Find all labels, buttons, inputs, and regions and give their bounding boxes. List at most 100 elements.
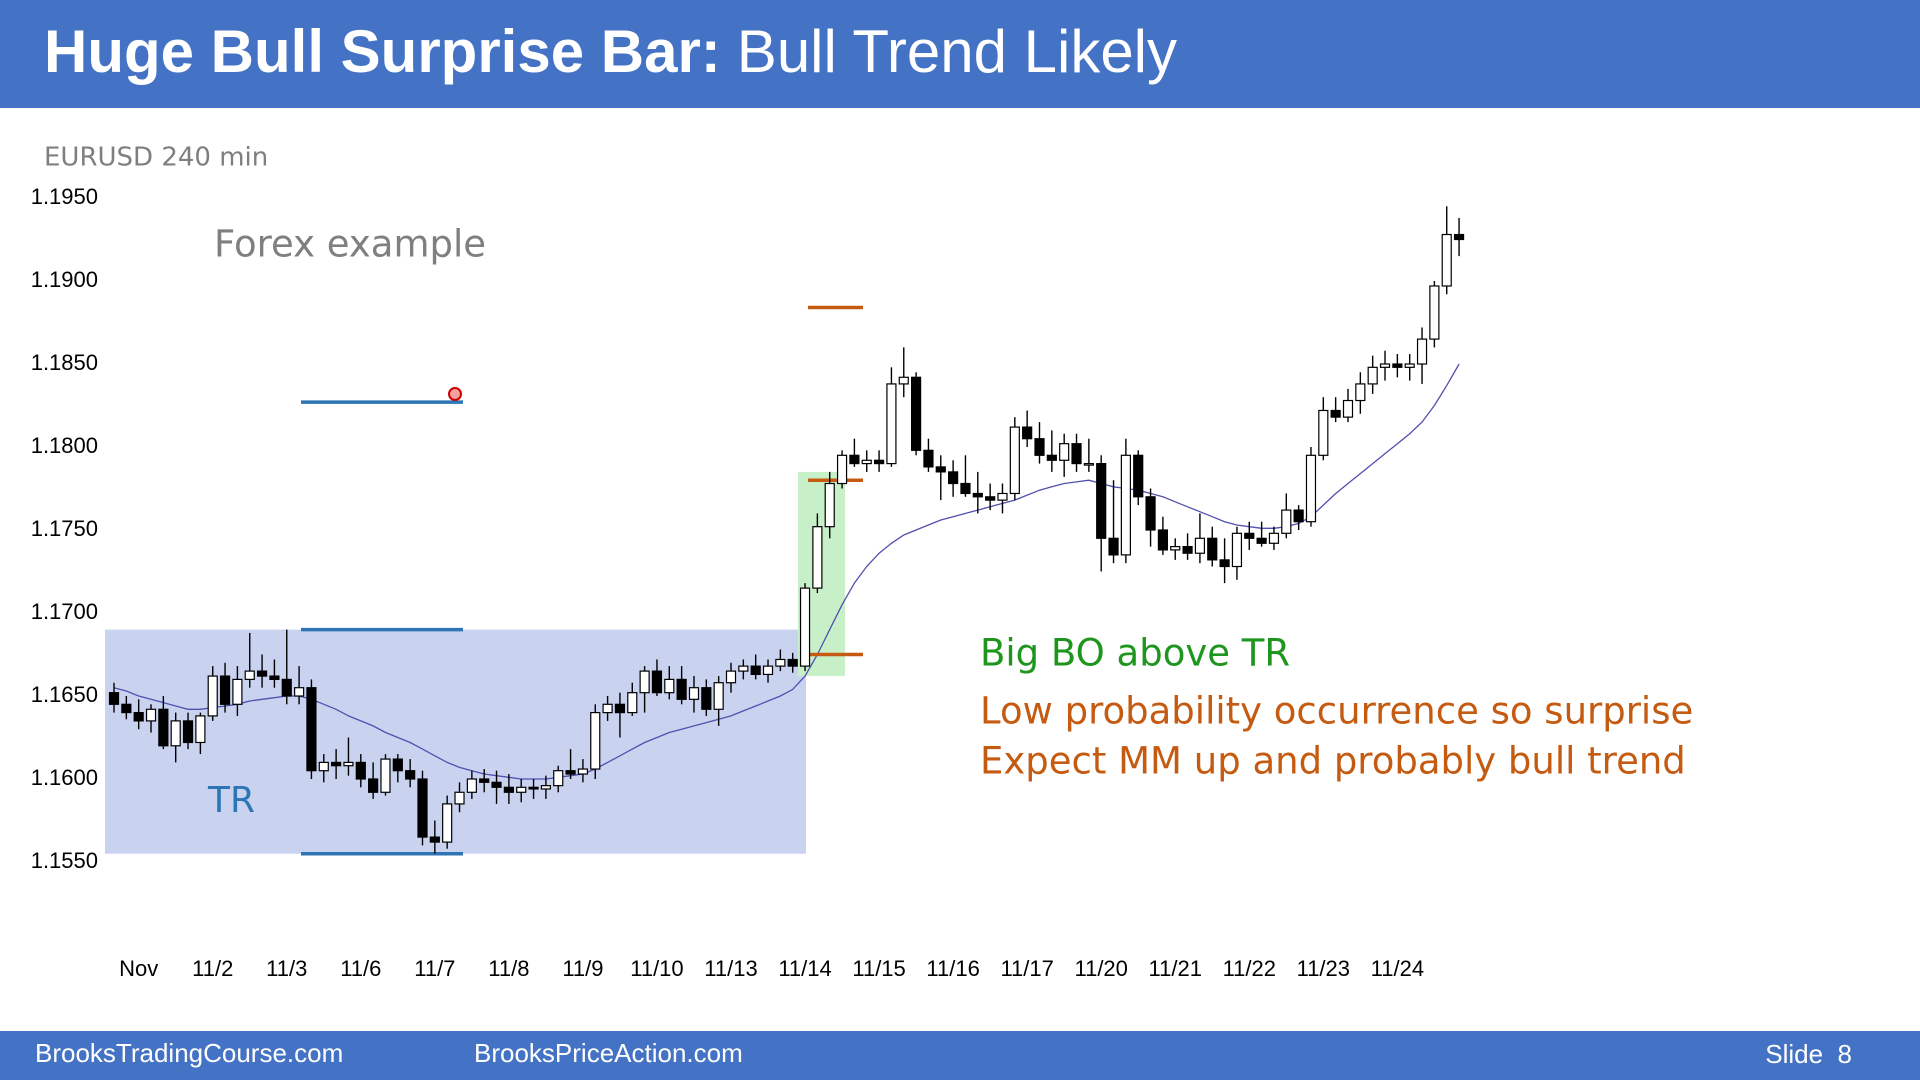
x-tick-label: 11/20: [1074, 956, 1127, 981]
candle-body: [898, 376, 909, 385]
x-tick-label: Nov: [119, 956, 158, 981]
candle-body: [1244, 532, 1255, 539]
y-tick-label: 1.1800: [31, 433, 98, 458]
cursor-dot: [448, 387, 462, 401]
candle-body: [972, 492, 983, 498]
candle-body: [1281, 509, 1292, 534]
y-tick-label: 1.1650: [31, 682, 98, 707]
candle-body: [195, 715, 206, 744]
x-tick-label: 11/14: [778, 956, 831, 981]
candle-body: [405, 770, 416, 780]
candle-body: [1256, 537, 1267, 544]
x-tick-label: 11/23: [1297, 956, 1350, 981]
candle-body: [1194, 537, 1206, 554]
candle-body: [910, 376, 922, 451]
candle-body: [429, 836, 440, 843]
candle-body: [1133, 454, 1144, 498]
candle-body: [836, 454, 848, 485]
candle-body: [775, 658, 786, 667]
x-tick-label: 11/17: [1000, 956, 1053, 981]
y-tick-label: 1.1900: [31, 267, 98, 292]
x-tick-label: 11/13: [704, 956, 757, 981]
candle-body: [540, 785, 552, 790]
candle-body: [1231, 532, 1243, 568]
candle-body: [182, 720, 194, 744]
candle-body: [701, 687, 712, 710]
chart-subtitle: EURUSD 240 min: [44, 143, 268, 173]
candle-body: [219, 675, 231, 705]
annotation: Low probability occurrence so surprise: [980, 690, 1693, 733]
candle-body: [849, 454, 860, 465]
candle-body: [861, 459, 872, 465]
slide-title: Huge Bull Surprise Bar: Bull Trend Likely: [44, 18, 1177, 85]
candle-body: [1268, 532, 1280, 544]
footer-left: BrooksTradingCourse.com: [35, 1038, 343, 1068]
candle-body: [1318, 409, 1329, 456]
candle-body: [750, 665, 761, 676]
candle-body: [651, 670, 663, 694]
footer-middle: BrooksPriceAction.com: [474, 1038, 743, 1068]
candle-body: [491, 781, 502, 788]
y-tick-label: 1.1550: [31, 848, 98, 873]
candle-body: [985, 496, 996, 501]
candle-body: [108, 692, 120, 705]
candle-body: [676, 678, 687, 700]
candle-body: [1219, 559, 1230, 568]
x-tick-label: 11/22: [1223, 956, 1276, 981]
title-rest: Bull Trend Likely: [737, 18, 1177, 85]
candle-body: [392, 758, 403, 772]
candle-body: [553, 770, 564, 787]
moving-average: [113, 363, 1460, 780]
candle-body: [1429, 285, 1440, 340]
candle-body: [331, 761, 342, 767]
candle-body: [269, 675, 280, 681]
candle-body: [960, 482, 971, 495]
candle-body: [1453, 233, 1465, 241]
y-tick-label: 1.1700: [31, 599, 98, 624]
candle-body: [1392, 363, 1403, 368]
candle-body: [158, 708, 169, 747]
candle-body: [1342, 399, 1354, 418]
candle-body: [565, 770, 576, 775]
x-tick-label: 11/6: [340, 956, 381, 981]
candle-body: [121, 703, 132, 714]
x-tick-label: 11/2: [192, 956, 233, 981]
candle-body: [1009, 426, 1020, 495]
candle-body: [812, 526, 823, 589]
x-tick-label: 11/16: [926, 956, 979, 981]
annotation: Forex example: [214, 223, 486, 266]
candle-body: [1157, 529, 1169, 551]
candle-body: [1441, 233, 1452, 287]
candle-body: [577, 768, 589, 775]
candle-body: [627, 692, 638, 714]
candle-body: [1293, 509, 1304, 523]
candle-body: [232, 678, 243, 705]
candle-body: [873, 459, 885, 465]
candle-body: [824, 482, 835, 528]
candle-body: [145, 708, 157, 722]
candle-body: [1182, 545, 1193, 554]
candle-body: [799, 587, 811, 667]
candle-body: [935, 466, 946, 473]
candle-body: [997, 492, 1008, 501]
title-bar: [0, 0, 1920, 108]
plot: TR 1.1550 1.1600 1.1650 1.1700 1.1750 1.1800 1.…: [31, 184, 1694, 981]
y-tick-label: 1.1850: [31, 350, 98, 375]
y-tick-label: 1.1600: [31, 765, 98, 790]
candle-body: [1404, 363, 1415, 368]
candle-body: [207, 675, 218, 717]
x-tick-label: 11/7: [414, 956, 455, 981]
candle-body: [256, 670, 268, 677]
candle-body: [1379, 363, 1391, 368]
candle-body: [355, 761, 366, 780]
candle-body: [762, 665, 774, 676]
candle-body: [503, 786, 514, 793]
y-tick-label: 1.1950: [31, 184, 98, 209]
candle-body: [1207, 537, 1218, 561]
x-tick-label: 11/15: [852, 956, 905, 981]
slide-number: Slide 8: [1765, 1039, 1852, 1069]
candle-body: [170, 720, 181, 747]
candle-body: [528, 786, 539, 790]
candle-body: [1120, 454, 1131, 556]
